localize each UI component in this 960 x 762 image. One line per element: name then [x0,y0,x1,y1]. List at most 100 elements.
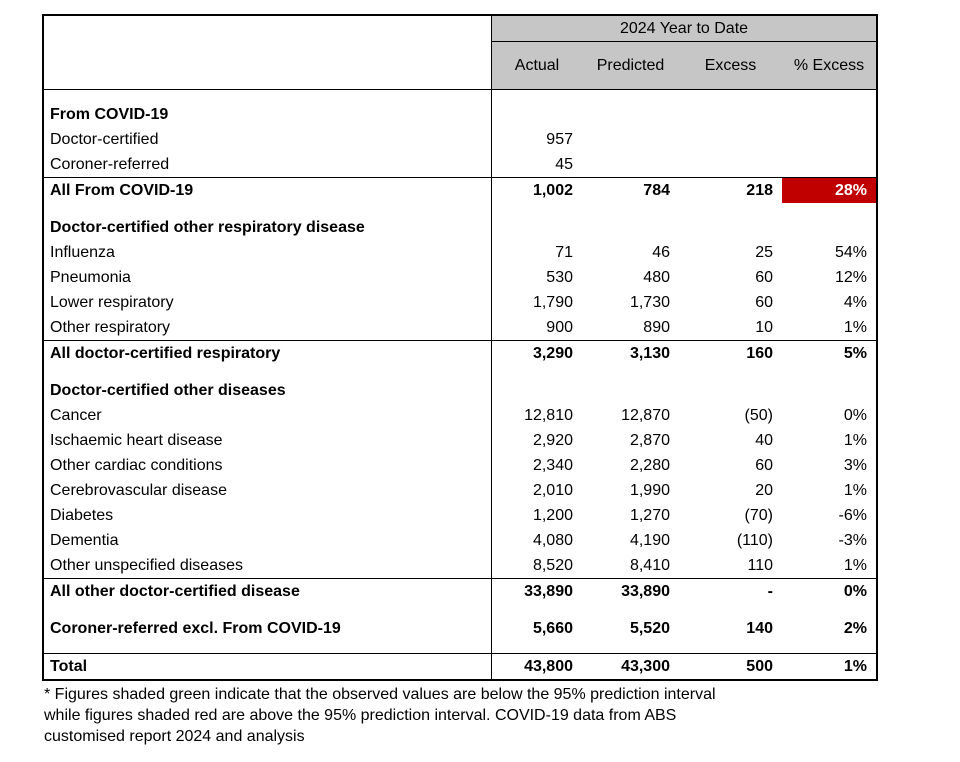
pct-excess-value: 54% [834,244,867,261]
row-label: Total [44,654,492,679]
predicted-value: 33,890 [621,583,670,600]
predicted-value: 12,870 [621,407,670,424]
excess-value: 218 [746,182,773,199]
footnote-line: * Figures shaded green indicate that the… [44,686,716,703]
table-row [44,203,876,215]
excess-value [679,152,782,177]
table-row: Dementia 4,080 4,190 (110) -3% [44,528,876,553]
predicted-value [582,203,679,215]
actual-value: 3,290 [532,345,573,362]
pct-excess-value: -3% [838,532,867,549]
table-row: All other doctor-certified disease 33,890… [44,578,876,604]
excess-value [679,641,782,653]
table-body: From COVID-19 Doctor-certified 957 Coroner-… [44,90,876,679]
excess-value: 25 [755,244,773,261]
pct-excess-value [782,152,876,177]
pct-excess-value: 28% [782,178,876,203]
predicted-value: 1,990 [629,482,670,499]
excess-value: 60 [755,269,773,286]
table-row: All From COVID-19 1,002 784 218 28% [44,177,876,203]
actual-value [492,90,582,102]
row-label: Ischaemic heart disease [44,428,492,453]
predicted-value: 8,410 [629,557,670,574]
pct-excess-value: 0% [843,583,867,600]
row-label: Cancer [44,403,492,428]
predicted-value [582,90,679,102]
table-row: Other respiratory 900 890 10 1% [44,315,876,340]
row-label [44,366,492,378]
predicted-value: 43,300 [621,658,670,675]
predicted-value [582,378,679,403]
predicted-value [582,127,679,152]
row-label: From COVID-19 [44,102,492,127]
row-label: Diabetes [44,503,492,528]
actual-value: 2,920 [532,432,573,449]
actual-value: 1,200 [532,507,573,524]
row-label: All doctor-certified respiratory [44,341,492,366]
actual-value: 4,080 [532,532,573,549]
excess-value: 500 [746,658,773,675]
pct-excess-value: 1% [843,319,867,336]
pct-excess-value: 5% [843,345,867,362]
row-label: Other cardiac conditions [44,453,492,478]
pct-excess-value: 2% [843,620,867,637]
pct-excess-value [782,203,876,215]
row-label: All other doctor-certified disease [44,579,492,604]
predicted-value: 5,520 [629,620,670,637]
row-label: Other respiratory [44,315,492,340]
actual-value: 530 [546,269,573,286]
table-row: From COVID-19 [44,102,876,127]
table-row: Coroner-referred 45 [44,152,876,177]
pct-excess-value [782,366,876,378]
table-row: Pneumonia 530 480 60 12% [44,265,876,290]
predicted-value: 46 [652,244,670,261]
actual-value: 900 [546,319,573,336]
excess-value: 20 [755,482,773,499]
actual-value: 1,002 [532,182,573,199]
table-row: Other cardiac conditions 2,340 2,280 60 3% [44,453,876,478]
row-label: Pneumonia [44,265,492,290]
table-row: Cerebrovascular disease 2,010 1,990 20 1% [44,478,876,503]
pct-excess-value [782,215,876,240]
predicted-value [582,215,679,240]
pct-excess-value: 1% [843,658,867,675]
predicted-value [582,366,679,378]
pct-excess-value: 0% [843,407,867,424]
row-label: Influenza [44,240,492,265]
table-row [44,641,876,653]
row-label: Cerebrovascular disease [44,478,492,503]
pct-excess-value: 12% [834,269,867,286]
actual-value: 33,890 [524,583,573,600]
excess-value: - [767,583,773,600]
actual-value: 45 [555,156,573,173]
row-label: Doctor-certified [44,127,492,152]
row-label [44,604,492,616]
excess-value: (50) [744,407,773,424]
actual-value: 957 [546,131,573,148]
column-header-row: Actual Predicted Excess % Excess [44,42,876,90]
table-row [44,604,876,616]
row-label: Coroner-referred [44,152,492,177]
footnote-line: customised report 2024 and analysis [44,728,305,745]
table-row: Doctor-certified 957 [44,127,876,152]
pct-excess-value: 4% [843,294,867,311]
column-header-excess: Excess [679,42,782,89]
corner-cell [44,16,492,42]
pct-excess-value: 1% [843,482,867,499]
footnote: * Figures shaded green indicate that the… [44,684,884,747]
footnote-line: while figures shaded red are above the 9… [44,707,677,724]
pct-excess-value [782,127,876,152]
actual-value: 71 [555,244,573,261]
table-row: Influenza 71 46 25 54% [44,240,876,265]
row-label [44,203,492,215]
column-header-actual: Actual [492,42,582,89]
actual-value [492,366,582,378]
excess-value: 160 [746,345,773,362]
actual-value: 1,790 [532,294,573,311]
mortality-table: 2024 Year to Date Actual Predicted Exces… [42,14,878,681]
pct-excess-value [782,604,876,616]
actual-value [492,378,582,403]
excess-value: 110 [747,557,773,574]
table-row: Ischaemic heart disease 2,920 2,870 40 1% [44,428,876,453]
excess-value [679,203,782,215]
